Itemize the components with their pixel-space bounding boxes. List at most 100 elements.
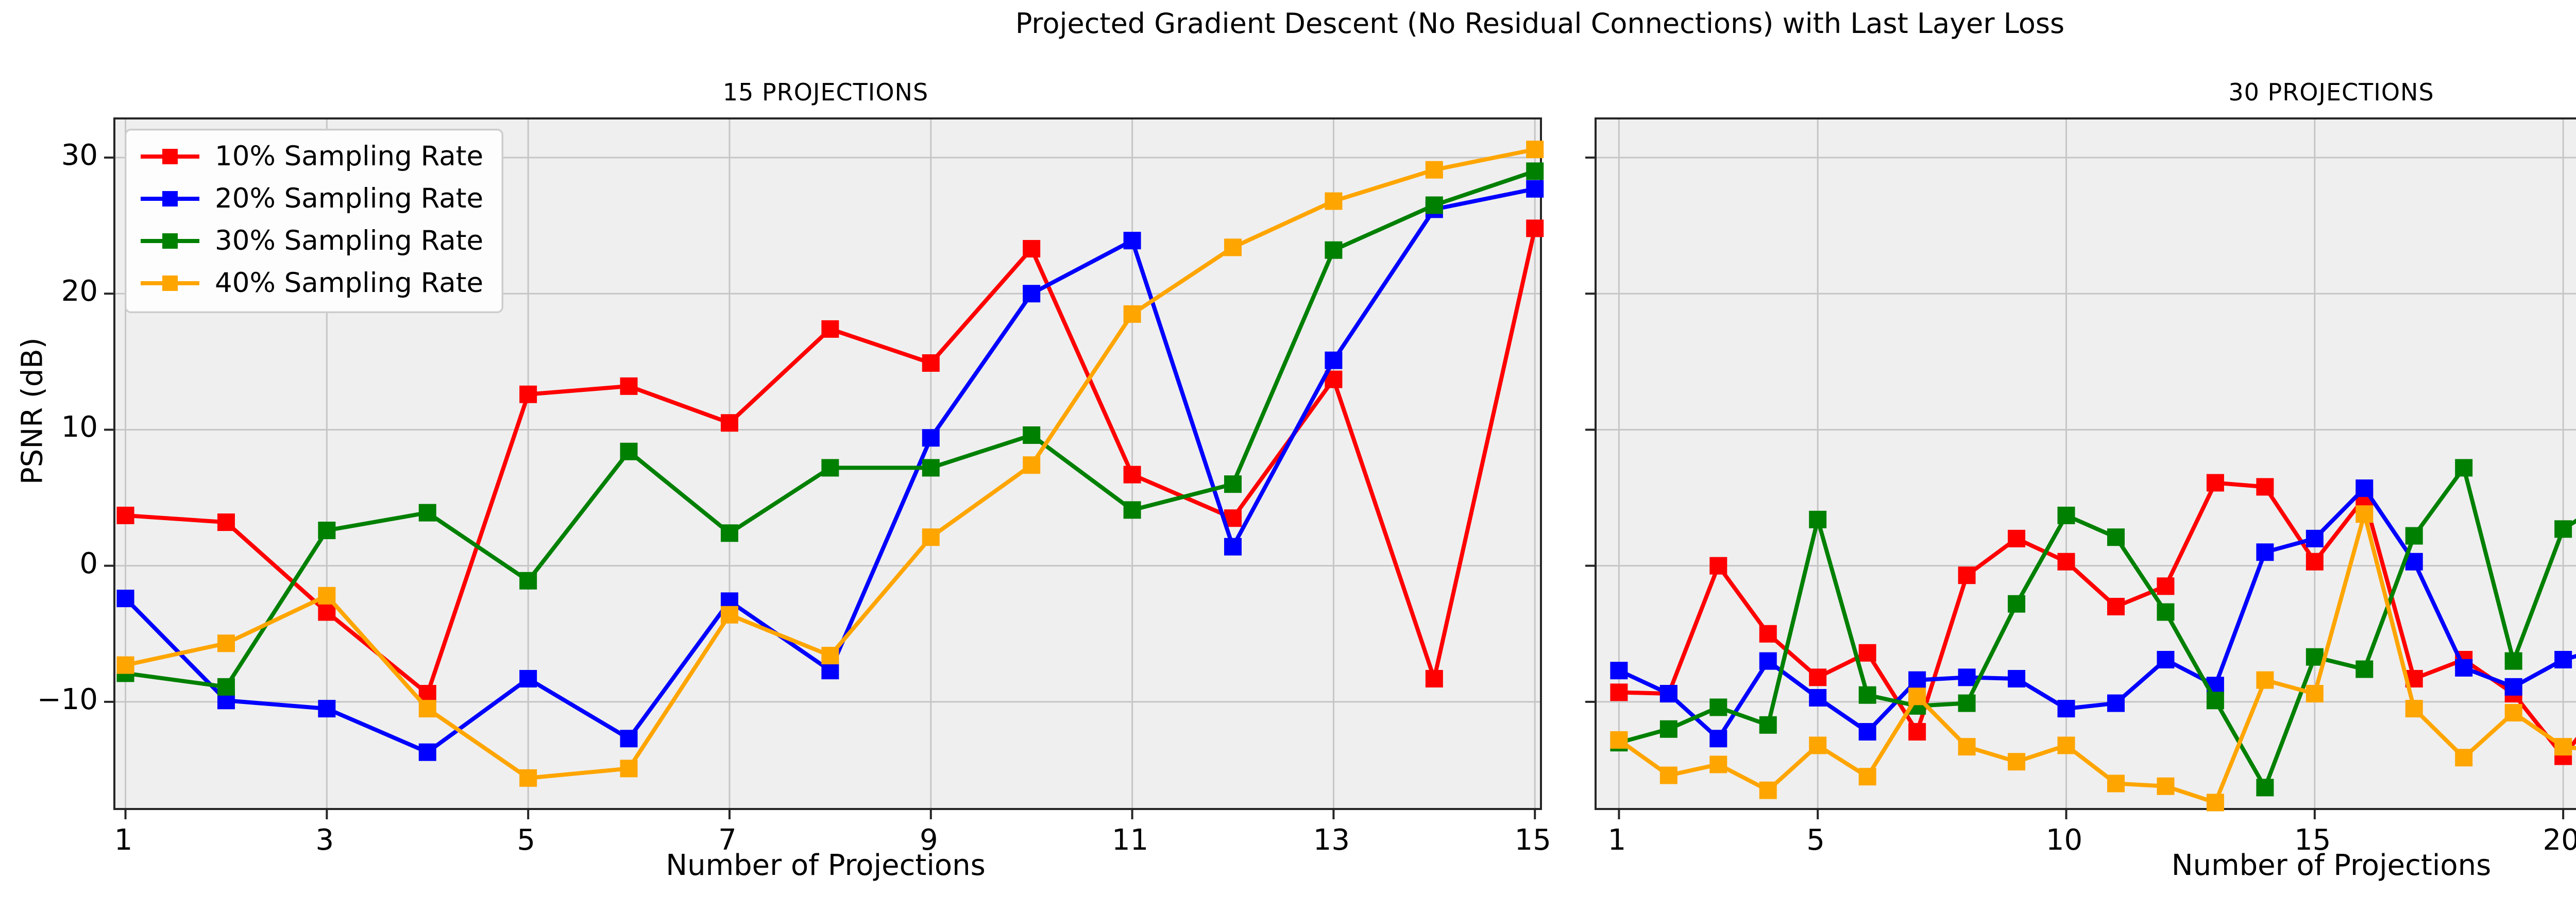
data-point bbox=[1759, 716, 1777, 734]
data-point bbox=[821, 320, 839, 338]
data-point bbox=[519, 572, 537, 590]
plot-area: 10% Sampling Rate 20% Sampling Rate 30% … bbox=[104, 117, 1544, 819]
data-point bbox=[1224, 238, 1242, 256]
data-point bbox=[2057, 736, 2075, 754]
legend-item: 10% Sampling Rate bbox=[141, 141, 483, 173]
data-point bbox=[2455, 659, 2473, 677]
legend-item: 30% Sampling Rate bbox=[141, 225, 483, 257]
data-point bbox=[2554, 520, 2572, 538]
x-tick-label: 15 bbox=[2294, 823, 2331, 857]
data-point bbox=[620, 760, 638, 778]
data-point bbox=[1425, 161, 1443, 179]
data-point bbox=[318, 700, 336, 718]
data-point bbox=[1659, 720, 1677, 738]
data-point bbox=[2554, 738, 2572, 756]
x-tick-label: 11 bbox=[1111, 823, 1149, 857]
data-point bbox=[2057, 700, 2075, 718]
data-point bbox=[2306, 553, 2324, 571]
data-point bbox=[620, 377, 638, 395]
data-point bbox=[1023, 456, 1041, 474]
data-point bbox=[1526, 219, 1544, 237]
legend-label: 30% Sampling Rate bbox=[215, 225, 484, 256]
y-axis-label: PSNR (dB) bbox=[15, 337, 49, 485]
chart-canvas bbox=[1585, 119, 2576, 819]
legend: 10% Sampling Rate 20% Sampling Rate 30% … bbox=[125, 129, 504, 313]
data-point bbox=[116, 590, 134, 608]
data-point bbox=[1809, 510, 1827, 528]
data-point bbox=[418, 504, 436, 522]
data-point bbox=[1425, 196, 1443, 214]
data-point bbox=[1709, 698, 1727, 716]
data-point bbox=[1958, 738, 1976, 756]
data-point bbox=[1958, 566, 1976, 584]
legend-item: 20% Sampling Rate bbox=[141, 183, 483, 215]
data-point bbox=[1709, 730, 1727, 748]
x-tick-label: 20 bbox=[2543, 823, 2576, 857]
data-point bbox=[2008, 529, 2026, 547]
data-point bbox=[418, 743, 436, 761]
data-point bbox=[1858, 723, 1876, 741]
data-point bbox=[2008, 595, 2026, 613]
data-point bbox=[1325, 192, 1343, 210]
data-point bbox=[1809, 689, 1827, 707]
data-point bbox=[2306, 685, 2324, 703]
data-point bbox=[922, 354, 940, 372]
data-point bbox=[2107, 694, 2125, 712]
x-tick-label: 9 bbox=[919, 823, 938, 857]
data-point bbox=[1224, 475, 1242, 493]
data-point bbox=[1610, 662, 1628, 680]
subplot-15-projections: 15 PROJECTIONS PSNR (dB) 10% Sampling Ra… bbox=[15, 78, 1551, 882]
data-point bbox=[2008, 669, 2026, 687]
data-point bbox=[1123, 501, 1141, 519]
series-line bbox=[1619, 480, 2576, 759]
x-axis-label: Number of Projections bbox=[2171, 849, 2492, 882]
subplot-title: 30 PROJECTIONS bbox=[2228, 78, 2434, 106]
y-tick-label: 10 bbox=[61, 410, 98, 444]
series-swatch-red bbox=[141, 149, 199, 164]
data-point bbox=[1610, 731, 1628, 749]
data-point bbox=[2256, 478, 2274, 496]
data-point bbox=[1610, 683, 1628, 701]
data-point bbox=[2455, 749, 2473, 767]
data-point bbox=[1659, 685, 1677, 703]
legend-item: 40% Sampling Rate bbox=[141, 267, 483, 299]
data-point bbox=[2157, 577, 2175, 595]
data-point bbox=[620, 442, 638, 460]
data-point bbox=[1809, 736, 1827, 754]
x-tick-label: 15 bbox=[1514, 823, 1551, 857]
data-point bbox=[1425, 669, 1443, 687]
data-point bbox=[318, 603, 336, 621]
data-point bbox=[1709, 755, 1727, 773]
data-point bbox=[1759, 625, 1777, 643]
data-point bbox=[2504, 678, 2522, 696]
data-point bbox=[1858, 686, 1876, 704]
data-point bbox=[1023, 240, 1041, 258]
series-line bbox=[1618, 466, 2576, 790]
data-point bbox=[2355, 505, 2374, 523]
data-point bbox=[2206, 794, 2224, 812]
data-point bbox=[1526, 180, 1544, 198]
series-swatch-blue bbox=[141, 191, 199, 207]
legend-label: 40% Sampling Rate bbox=[215, 267, 484, 299]
plot-area bbox=[1585, 117, 2576, 819]
data-point bbox=[2157, 777, 2175, 795]
series-swatch-green bbox=[141, 233, 199, 249]
data-point bbox=[1659, 766, 1677, 784]
data-point bbox=[620, 730, 638, 748]
data-point bbox=[519, 769, 537, 787]
data-point bbox=[2057, 553, 2075, 571]
data-point bbox=[1809, 668, 1827, 686]
data-point bbox=[1526, 162, 1544, 180]
data-point bbox=[1958, 668, 1976, 686]
data-point bbox=[217, 634, 235, 652]
x-axis-label: Number of Projections bbox=[666, 849, 986, 882]
data-point bbox=[720, 524, 738, 542]
x-tick-label: 5 bbox=[517, 823, 535, 857]
data-point bbox=[1858, 768, 1876, 786]
data-point bbox=[2256, 779, 2274, 797]
x-tick-label: 1 bbox=[1607, 823, 1626, 857]
data-point bbox=[2554, 650, 2572, 668]
data-point bbox=[1958, 694, 1976, 712]
data-point bbox=[720, 414, 738, 432]
